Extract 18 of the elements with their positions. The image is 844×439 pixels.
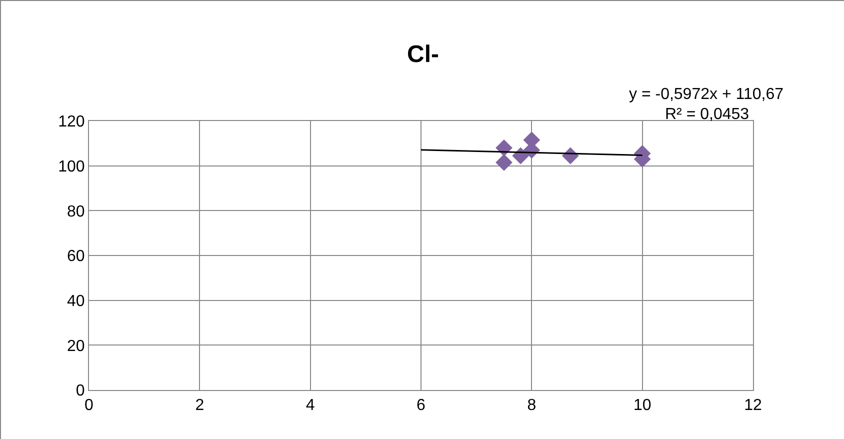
x-tick-label: 2 xyxy=(195,397,204,414)
y-tick-label: 40 xyxy=(67,292,85,310)
text: y = -0,5972x + 110,67 xyxy=(629,86,784,103)
x-tick-label: 12 xyxy=(744,397,762,414)
y-tick-label: 60 xyxy=(67,248,85,266)
y-tick-label: 0 xyxy=(76,382,85,400)
y-tick-label: 80 xyxy=(67,203,85,220)
x-tick-label: 6 xyxy=(416,397,426,414)
y-tick-label: 100 xyxy=(58,158,85,176)
chart-title: Cl- xyxy=(407,41,439,68)
y-tick-label: 20 xyxy=(67,338,85,355)
x-tick-label: 10 xyxy=(633,397,652,414)
annotation: R² = 0,0453 xyxy=(665,106,750,123)
point xyxy=(512,147,530,164)
x-tick-label: 4 xyxy=(306,397,315,414)
x-tick-label: 8 xyxy=(527,397,536,414)
y-tick-label: 120 xyxy=(58,114,85,131)
point xyxy=(496,154,512,171)
